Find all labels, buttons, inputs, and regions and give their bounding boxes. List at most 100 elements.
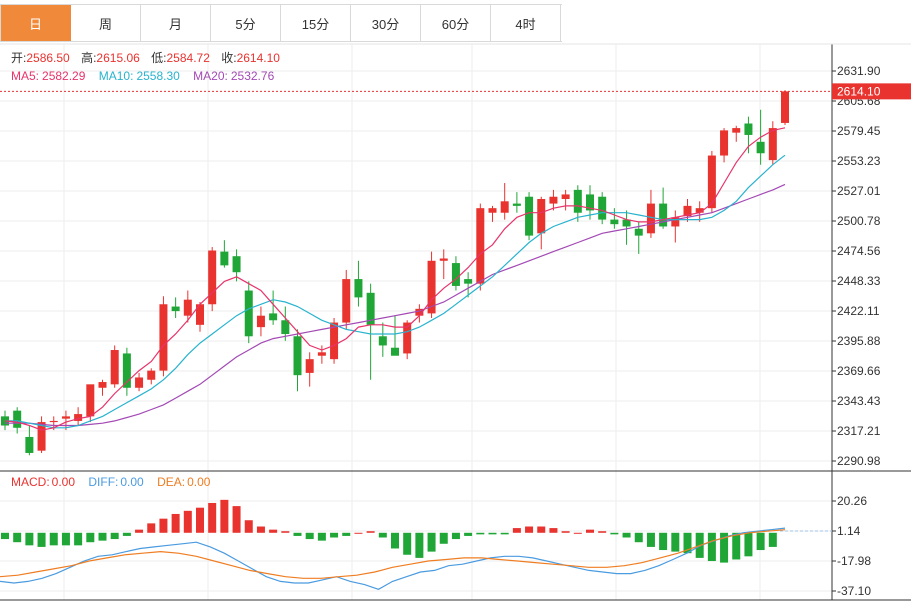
price-axis: 2631.902605.682579.452553.232527.012500.… [0, 64, 911, 468]
candle-body [86, 384, 95, 417]
price-tick-label: 2448.33 [837, 274, 881, 288]
candle-body [147, 370, 156, 380]
candle-body [196, 304, 204, 325]
high-label: 高: [81, 50, 96, 65]
price-tick-label: 2290.98 [837, 454, 881, 468]
candle-body [683, 205, 692, 217]
candle-body [744, 123, 753, 135]
macd-bar [403, 532, 412, 555]
candle-body [427, 260, 436, 314]
price-tick-label: 2500.78 [837, 214, 881, 228]
macd-bar [427, 532, 436, 552]
macd-bar [671, 532, 680, 552]
macd-label: MACD: [11, 475, 50, 489]
period-tabs: 日 周 月 5分 15分 30分 60分 4时 [0, 4, 562, 42]
macd-bar [744, 532, 753, 557]
open-value: 2586.50 [26, 51, 70, 65]
ma5-line [4, 127, 786, 431]
candle-body [13, 410, 22, 428]
candle-body [464, 279, 473, 284]
ma5-value: 2582.29 [42, 69, 86, 83]
ma10-value: 2558.30 [136, 69, 180, 83]
candle-body [415, 308, 424, 316]
macd-bar [269, 529, 278, 533]
macd-bar [220, 499, 229, 533]
macd-bar [415, 532, 424, 558]
dea-line [0, 529, 786, 579]
candle-body [720, 130, 729, 156]
tab-month[interactable]: 月 [141, 5, 211, 41]
candle-body [293, 336, 302, 376]
macd-bar [525, 526, 534, 533]
candle-body [330, 322, 339, 360]
macd-bar [366, 531, 375, 533]
tab-15min[interactable]: 15分 [281, 5, 351, 41]
candle-body [610, 219, 619, 225]
ma10-line [5, 154, 786, 429]
candle-body [366, 292, 375, 325]
macd-bar [756, 532, 765, 551]
macd-bar [293, 532, 302, 536]
candle-body [561, 194, 570, 200]
diff-line [0, 527, 786, 590]
candle-body [671, 217, 680, 227]
macd-bar [768, 532, 777, 547]
tab-60min[interactable]: 60分 [421, 5, 491, 41]
tab-week[interactable]: 周 [71, 5, 141, 41]
candle-body [573, 189, 582, 213]
macd-bar [720, 532, 729, 563]
macd-bar [659, 532, 668, 551]
candle-body [342, 279, 351, 323]
candle-body [586, 194, 594, 211]
macd-bar [732, 532, 741, 560]
price-tick-label: 2422.11 [837, 304, 880, 318]
candle-body [135, 377, 144, 388]
macd-bar [354, 532, 363, 534]
ma-info: MA5: 2582.29 MA10: 2558.30 MA20: 2532.76 [11, 69, 275, 83]
ma20-line [5, 183, 786, 427]
tab-4hour[interactable]: 4时 [491, 5, 561, 41]
candle-body [646, 203, 655, 234]
candle-body [74, 414, 83, 421]
macd-tick-label: 20.26 [837, 494, 867, 508]
candle-body [25, 436, 34, 453]
macd-bar [378, 532, 387, 538]
macd-bar [586, 529, 594, 533]
price-tick-label: 2474.56 [837, 244, 881, 258]
tab-30min[interactable]: 30分 [351, 5, 421, 41]
candle-body [756, 141, 765, 154]
macd-bar [110, 532, 119, 540]
candle-body [49, 420, 58, 423]
macd-bar [707, 532, 716, 562]
candle-body [707, 155, 716, 209]
candle-body [732, 128, 741, 133]
candle-body [500, 201, 509, 213]
price-tick-label: 2579.45 [837, 124, 881, 138]
macd-bar [208, 502, 217, 533]
dea-label: DEA: [157, 475, 185, 489]
macd-bar [171, 513, 180, 533]
macd-bar [573, 532, 582, 534]
candle-body [488, 208, 497, 213]
candle-body [122, 353, 131, 388]
candle-body [525, 196, 534, 236]
tab-5min[interactable]: 5分 [211, 5, 281, 41]
macd-bar [147, 523, 156, 533]
macd-bar [13, 532, 22, 543]
chart-frame [0, 43, 911, 601]
macd-bar [439, 532, 448, 544]
candle-body [232, 256, 241, 273]
macd-bar [500, 532, 509, 535]
candle-body [537, 199, 546, 234]
open-label: 开: [11, 51, 26, 65]
macd-bar [86, 532, 95, 543]
macd-bar [305, 532, 314, 540]
tab-day[interactable]: 日 [1, 5, 71, 41]
macd-bar [622, 532, 631, 538]
price-tick-label: 2395.88 [837, 334, 881, 348]
macd-bar [646, 532, 655, 547]
macd-bar [183, 510, 192, 533]
diff-value: 0.00 [120, 475, 144, 489]
macd-lines [0, 527, 786, 590]
